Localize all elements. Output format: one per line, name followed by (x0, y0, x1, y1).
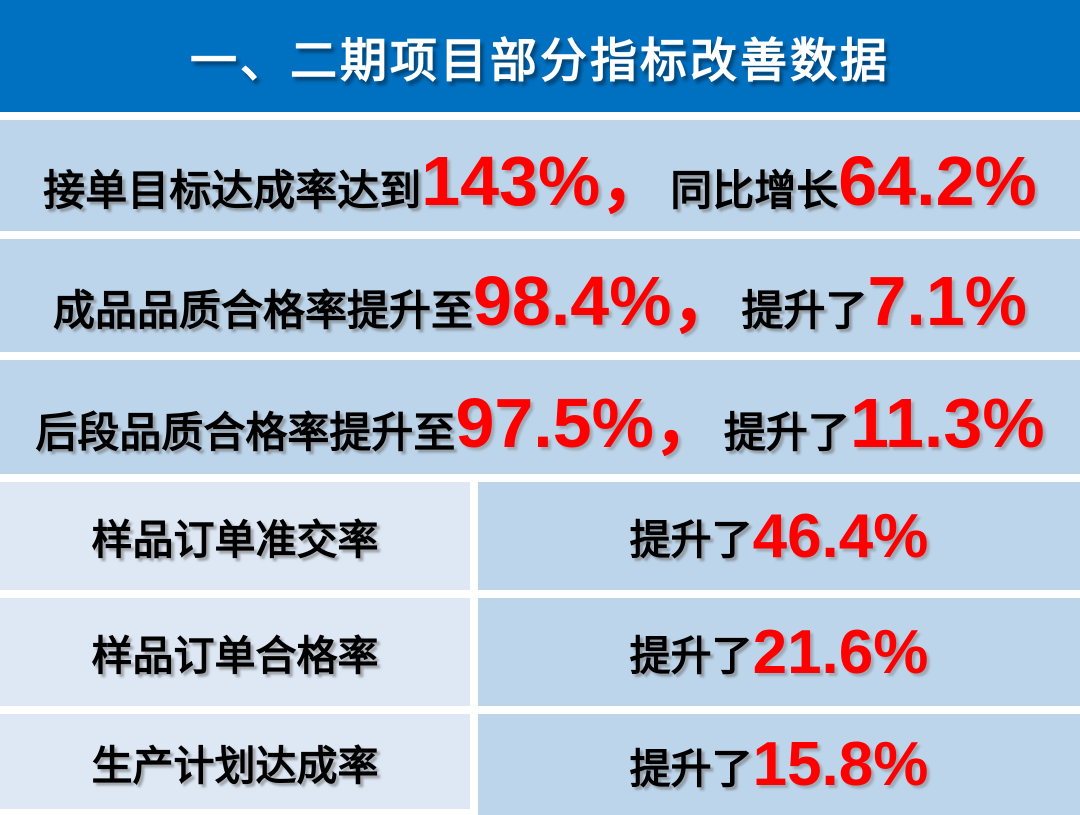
stat-row-backend-quality: 后段品质合格率提升至97.5%，提升了11.3% (0, 360, 1080, 474)
stat-row-order-target: 接单目标达成率达到143%，同比增长64.2% (0, 120, 1080, 231)
metric-value: 21.6% (752, 617, 929, 687)
stat-value-secondary: 64.2% (838, 142, 1037, 220)
metric-label: 样品订单准交率 (91, 517, 379, 563)
stat-value-primary: 97.5% (455, 383, 654, 462)
metric-value-cell: 提升了 46.4% (478, 482, 1080, 590)
stat-separator: ， (653, 383, 724, 462)
metric-label-cell: 样品订单准交率 (0, 482, 470, 590)
stat-value-primary: 98.4% (472, 262, 672, 340)
stat-row-finished-quality: 成品品质合格率提升至98.4%，提升了7.1% (0, 239, 1080, 352)
stat-text-mid: 提升了 (741, 287, 868, 334)
metric-prefix: 提升了 (629, 633, 753, 679)
metric-value: 46.4% (752, 501, 929, 571)
metric-value-cell: 提升了 15.8% (478, 714, 1080, 815)
stat-text-pre: 成品品质合格率提升至 (52, 287, 473, 334)
title-bar: 一、二期项目部分指标改善数据 (0, 0, 1080, 112)
metric-label-cell: 生产计划达成率 (0, 714, 470, 809)
stat-separator: ， (671, 262, 742, 340)
metric-prefix: 提升了 (629, 517, 753, 563)
metric-row-sample-pass: 样品订单合格率 提升了 21.6% (0, 598, 1080, 706)
stat-line: 接单目标达成率达到143%，同比增长64.2% (43, 125, 1037, 226)
metric-value-cell: 提升了 21.6% (478, 598, 1080, 706)
stat-text-pre: 接单目标达成率达到 (43, 167, 422, 214)
stat-value-secondary: 11.3% (849, 383, 1045, 462)
metric-row-sample-on-time: 样品订单准交率 提升了 46.4% (0, 482, 1080, 590)
page-title: 一、二期项目部分指标改善数据 (190, 33, 890, 87)
metric-value: 15.8% (752, 730, 929, 799)
stat-text-mid: 提升了 (723, 408, 850, 456)
stat-separator: ， (600, 142, 671, 220)
metric-label-cell: 样品订单合格率 (0, 598, 470, 706)
stat-text-mid: 同比增长 (670, 167, 839, 214)
stat-line: 成品品质合格率提升至98.4%，提升了7.1% (53, 245, 1027, 346)
stat-text-pre: 后段品质合格率提升至 (35, 408, 456, 456)
stat-value-primary: 143% (421, 142, 601, 220)
metric-label: 样品订单合格率 (91, 633, 379, 679)
metric-label: 生产计划达成率 (91, 742, 379, 789)
stat-value-secondary: 7.1% (867, 262, 1028, 340)
stat-line: 后段品质合格率提升至97.5%，提升了11.3% (35, 367, 1044, 468)
metric-row-production-plan: 生产计划达成率 提升了 15.8% (0, 714, 1080, 815)
metric-prefix: 提升了 (629, 745, 753, 792)
